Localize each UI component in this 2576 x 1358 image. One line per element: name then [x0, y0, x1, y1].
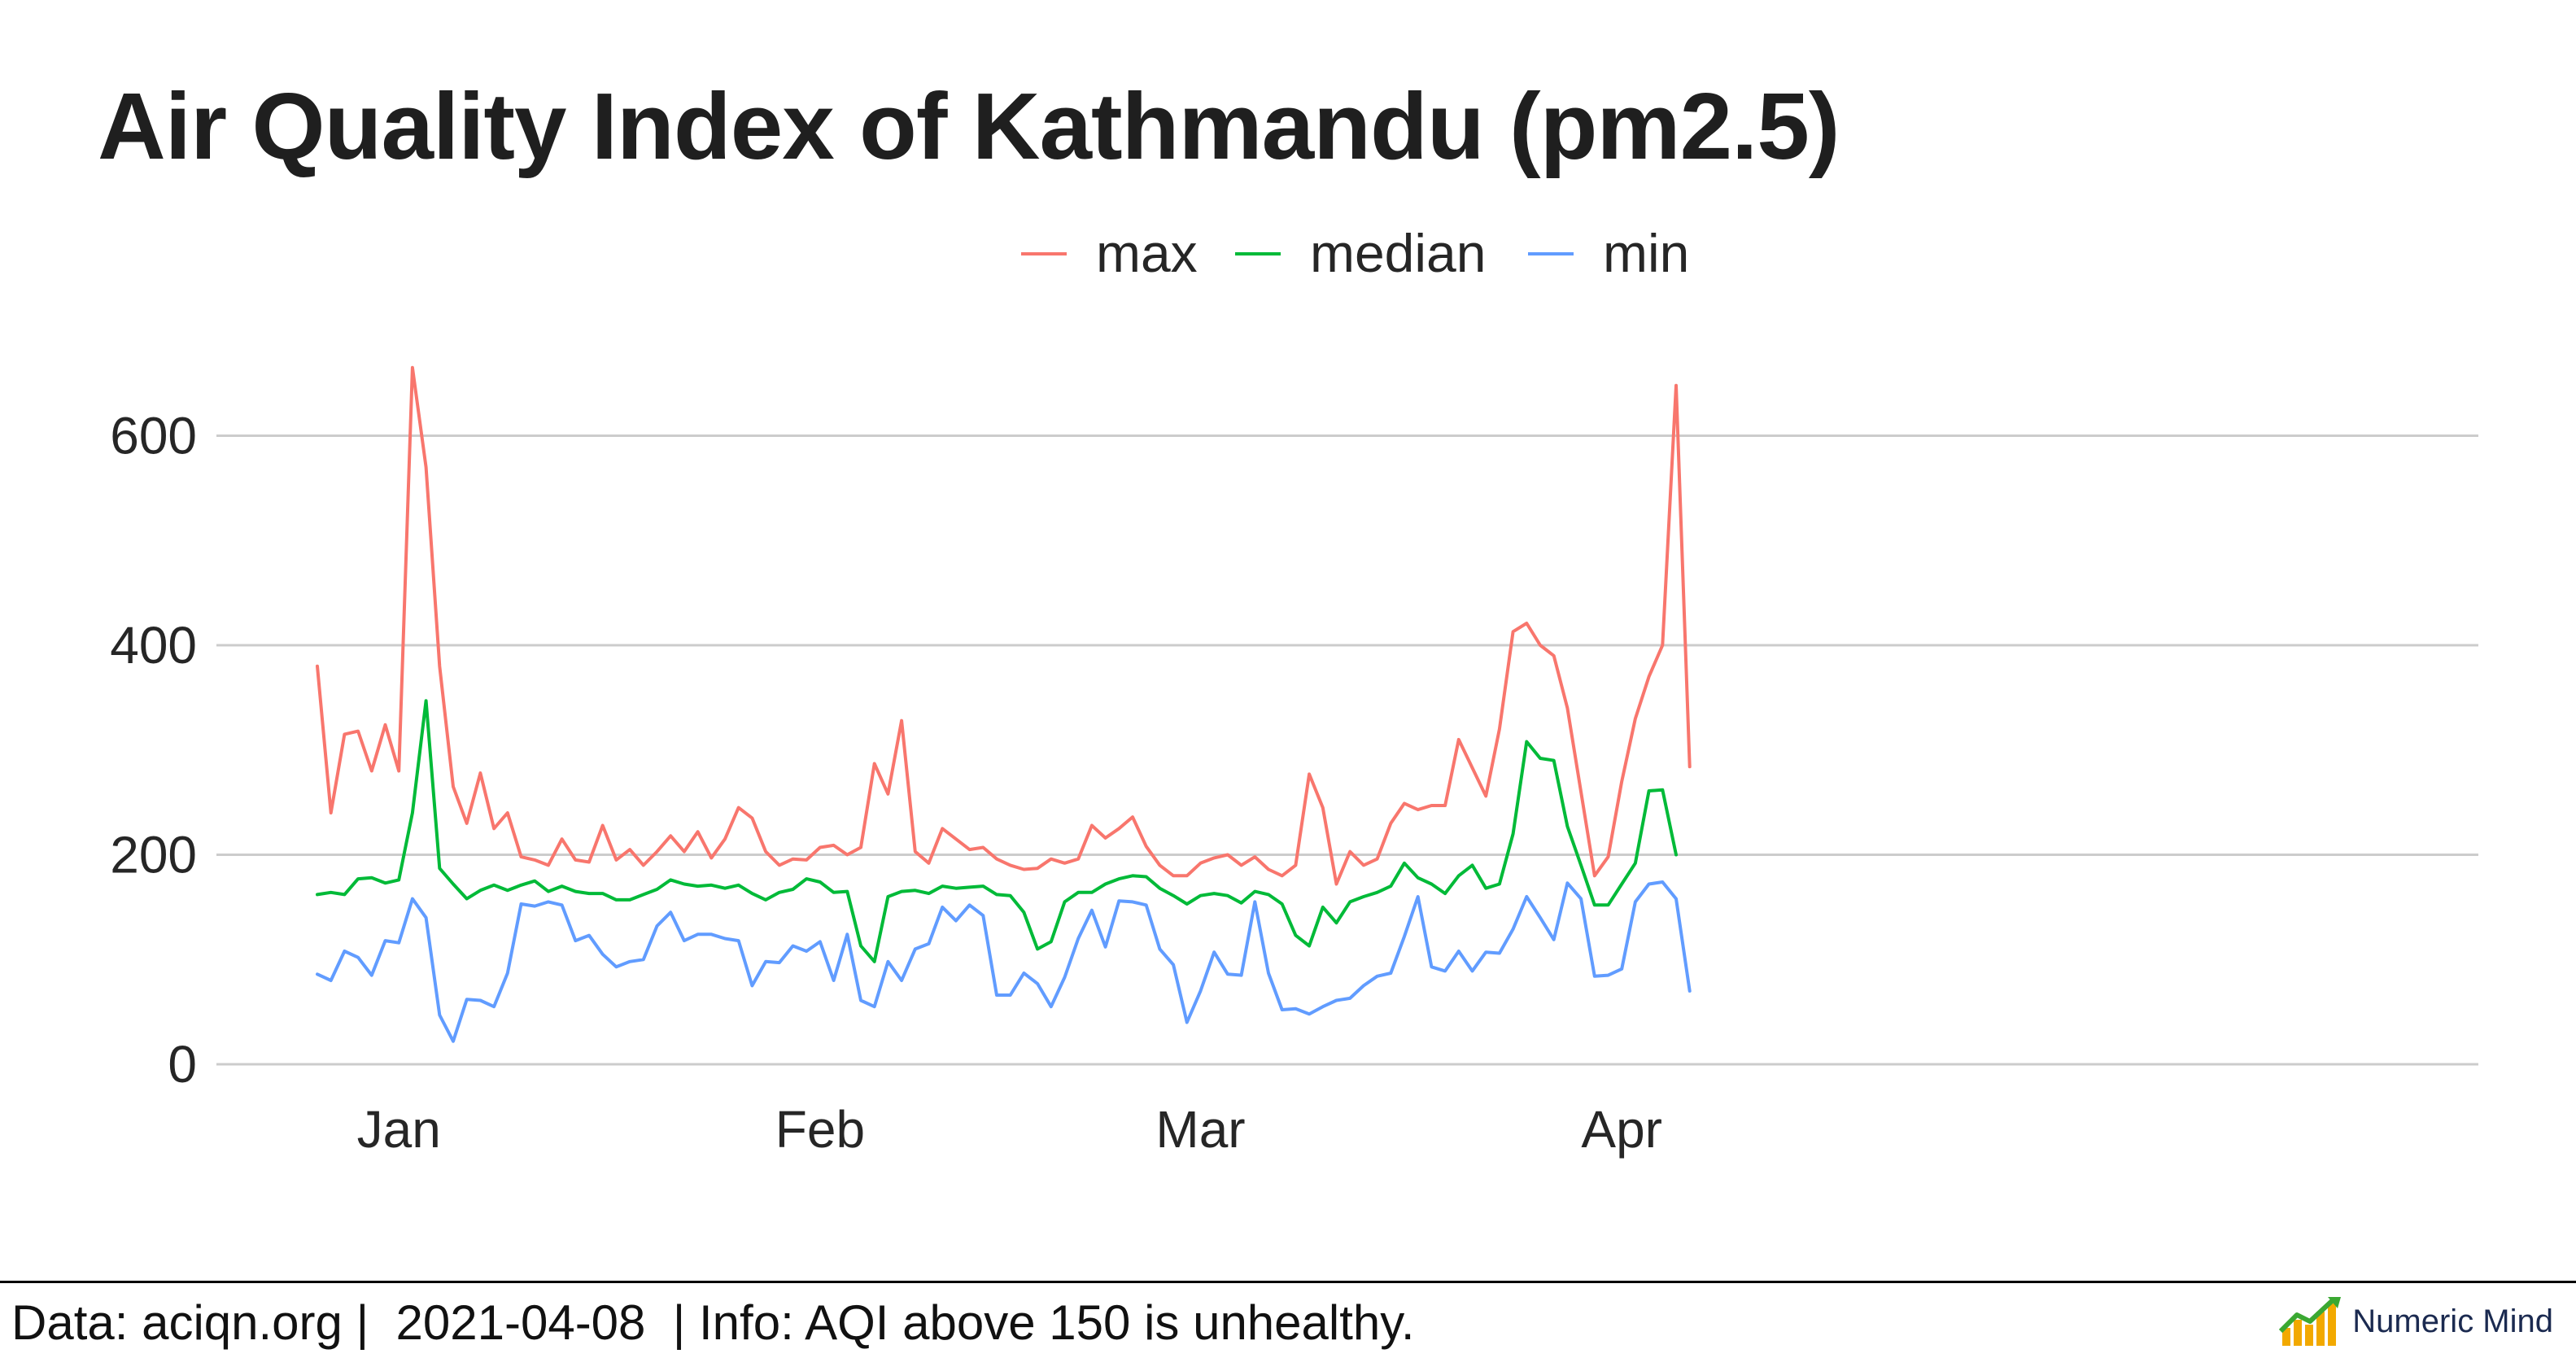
y-tick-label-200: 200: [110, 826, 197, 884]
y-tick-label-400: 400: [110, 616, 197, 675]
legend-label-min: min: [1603, 223, 1689, 283]
series-line-median: [316, 699, 1678, 963]
series-line-min: [316, 880, 1692, 1043]
legend-label-median: median: [1310, 223, 1486, 283]
bar-chart-arrow-icon: [2279, 1297, 2342, 1346]
y-gridlines: [216, 434, 2478, 1066]
y-axis-tick-labels: 0 200 400 600: [110, 407, 197, 1094]
x-tick-label-feb: Feb: [775, 1100, 865, 1159]
x-axis-tick-labels: Jan Feb Mar Apr: [357, 1100, 1662, 1159]
y-tick-label-600: 600: [110, 407, 197, 465]
legend-label-max: max: [1096, 223, 1198, 283]
series-line-max: [316, 365, 1692, 886]
chart-legend: max median min: [1021, 223, 1689, 283]
brand-logo: Numeric Mind: [2279, 1293, 2553, 1350]
y-tick-label-0: 0: [168, 1035, 197, 1094]
brand-name: Numeric Mind: [2352, 1303, 2553, 1339]
line-chart: max median min 0 200 400 600 Jan Feb Mar Apr: [110, 223, 2478, 1159]
x-tick-label-jan: Jan: [357, 1100, 441, 1159]
chart-title: Air Quality Index of Kathmandu (pm2.5): [98, 73, 1840, 179]
x-tick-label-mar: Mar: [1155, 1100, 1245, 1159]
series-lines: [316, 365, 1692, 1043]
footer-caption: Data: aciqn.org | 2021-04-08 | Info: AQI…: [11, 1295, 1415, 1350]
x-tick-label-apr: Apr: [1581, 1100, 1662, 1159]
footer: Data: aciqn.org | 2021-04-08 | Info: AQI…: [0, 1281, 2576, 1358]
